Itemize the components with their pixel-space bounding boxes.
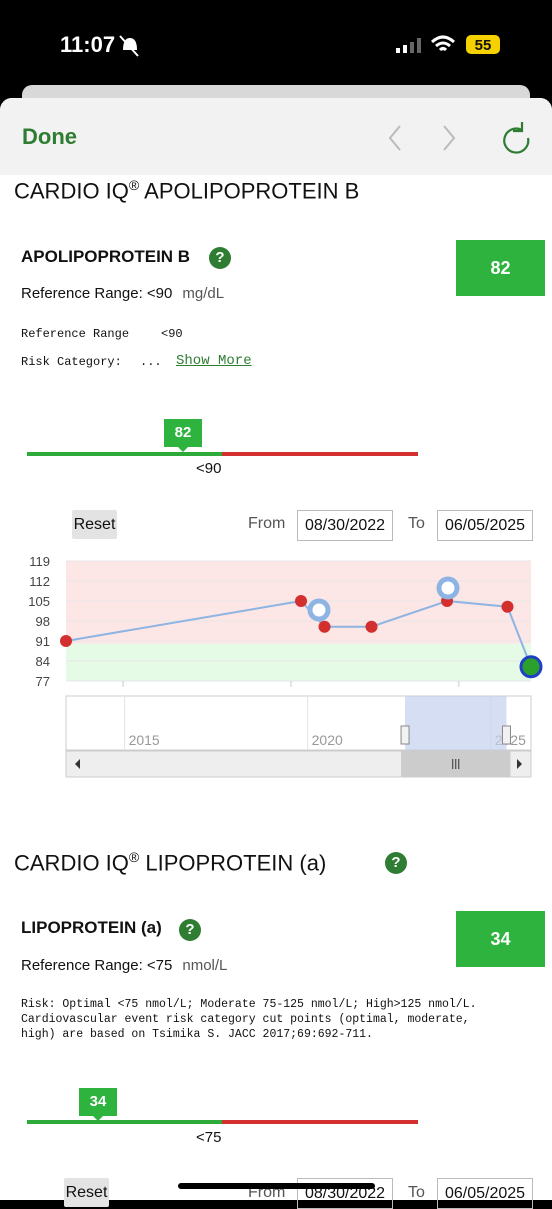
reference: Reference Range: <75 nmol/L — [21, 957, 227, 974]
data-point — [501, 600, 514, 613]
reset-button[interactable]: Reset — [72, 510, 117, 539]
data-point — [365, 620, 378, 633]
data-point — [519, 655, 543, 679]
to-label: To — [408, 1184, 425, 1201]
to-input[interactable]: 06/05/2025 — [437, 510, 533, 541]
data-point — [60, 635, 72, 647]
gauge-label: <90 — [196, 460, 222, 477]
to-input[interactable]: 06/05/2025 — [437, 1178, 533, 1209]
nav-icons — [388, 122, 530, 154]
sheet-behind — [22, 85, 530, 100]
reference-value: <75 — [146, 957, 173, 974]
y-tick-label: 77 — [36, 674, 50, 689]
help-icon[interactable]: ? — [209, 247, 231, 269]
gauge-bar — [27, 452, 418, 456]
test-name: LIPOPROTEIN (a) — [21, 918, 162, 937]
reference-value: <90 — [146, 285, 173, 302]
scroll-left[interactable] — [75, 759, 80, 769]
unit: mg/dL — [182, 285, 225, 302]
note-line: Cardiovascular event risk category cut p… — [21, 1013, 470, 1026]
prev-button[interactable] — [388, 125, 401, 151]
help-icon[interactable]: ? — [385, 852, 407, 874]
note: Risk: Optimal <75 nmol/L; Moderate 75-12… — [21, 997, 476, 1042]
data-point — [295, 595, 308, 607]
registered: ® — [128, 849, 140, 865]
detail-label: Risk Category: — [21, 355, 122, 369]
y-tick-label: 98 — [36, 614, 50, 629]
refresh-button[interactable] — [503, 122, 530, 154]
bell-icon — [123, 38, 137, 50]
signal — [396, 38, 421, 53]
band-below — [66, 643, 531, 681]
data-point — [318, 620, 331, 633]
title-text: CARDIO IQ — [14, 178, 129, 204]
unit: nmol/L — [182, 957, 228, 974]
from-input[interactable]: 08/30/2022 — [297, 510, 393, 541]
title-text: LIPOPROTEIN (a) — [145, 850, 327, 876]
navigator-handle[interactable] — [400, 725, 410, 745]
gauge-label: <75 — [196, 1129, 222, 1146]
navigator-handle[interactable] — [501, 725, 511, 745]
navigator-selection — [405, 696, 507, 750]
scroll-right[interactable] — [517, 759, 522, 769]
result-box: 34 — [456, 911, 545, 967]
help-icon[interactable]: ? — [179, 919, 201, 941]
reset-button[interactable]: Reset — [64, 1178, 109, 1207]
battery — [466, 35, 500, 54]
done-button[interactable]: Done — [22, 124, 77, 149]
gauge-bar — [27, 1120, 418, 1124]
result-box: 82 — [456, 240, 545, 296]
y-tick-label: 91 — [36, 634, 50, 649]
section-title: CARDIO IQ® APOLIPOPROTEIN B — [14, 177, 359, 204]
y-tick-label: 105 — [28, 594, 50, 609]
y-tick-label: 112 — [29, 574, 50, 589]
navigator-label: 2020 — [312, 732, 343, 748]
detail-value: ... — [140, 355, 162, 369]
from-label: From — [248, 515, 286, 532]
chart: 7784919810511211920232024202520152020202… — [28, 554, 543, 778]
nav-bar — [0, 98, 552, 175]
status-bar: 11:07 55 — [22, 32, 530, 100]
wifi — [430, 35, 456, 52]
note-line: high) are based on Tsimika S. JACC 2017;… — [21, 1028, 373, 1041]
title-text: APOLIPOPROTEIN B — [144, 178, 360, 204]
home-indicator — [178, 1183, 375, 1189]
thumb-grip — [452, 759, 460, 769]
show-more[interactable]: Show More — [176, 353, 252, 369]
hover-ring — [436, 576, 460, 600]
detail-value: <90 — [161, 327, 183, 341]
section-title: CARDIO IQ® LIPOPROTEIN (a) — [14, 849, 326, 876]
test-name: APOLIPOPROTEIN B — [21, 247, 191, 266]
gauge-marker: 34 — [79, 1088, 117, 1121]
hover-ring — [307, 598, 331, 622]
navigator-label: 2015 — [129, 732, 160, 748]
battery-level: 55 — [475, 37, 492, 54]
reference-label: Reference Range: — [21, 285, 143, 302]
reference-label: Reference Range: — [21, 957, 143, 974]
title-text: CARDIO IQ — [14, 850, 129, 876]
note-line: Risk: Optimal <75 nmol/L; Moderate 75-12… — [21, 998, 477, 1011]
detail-label: Reference Range — [21, 327, 130, 341]
y-tick-label: 119 — [29, 554, 50, 569]
registered: ® — [128, 177, 140, 193]
reference: Reference Range: <90 mg/dL — [21, 285, 224, 302]
gauge-marker: 82 — [164, 419, 202, 452]
y-tick-label: 84 — [36, 654, 50, 669]
time: 11:07 — [60, 32, 115, 57]
next-button[interactable] — [443, 125, 456, 151]
to-label: To — [408, 515, 425, 532]
